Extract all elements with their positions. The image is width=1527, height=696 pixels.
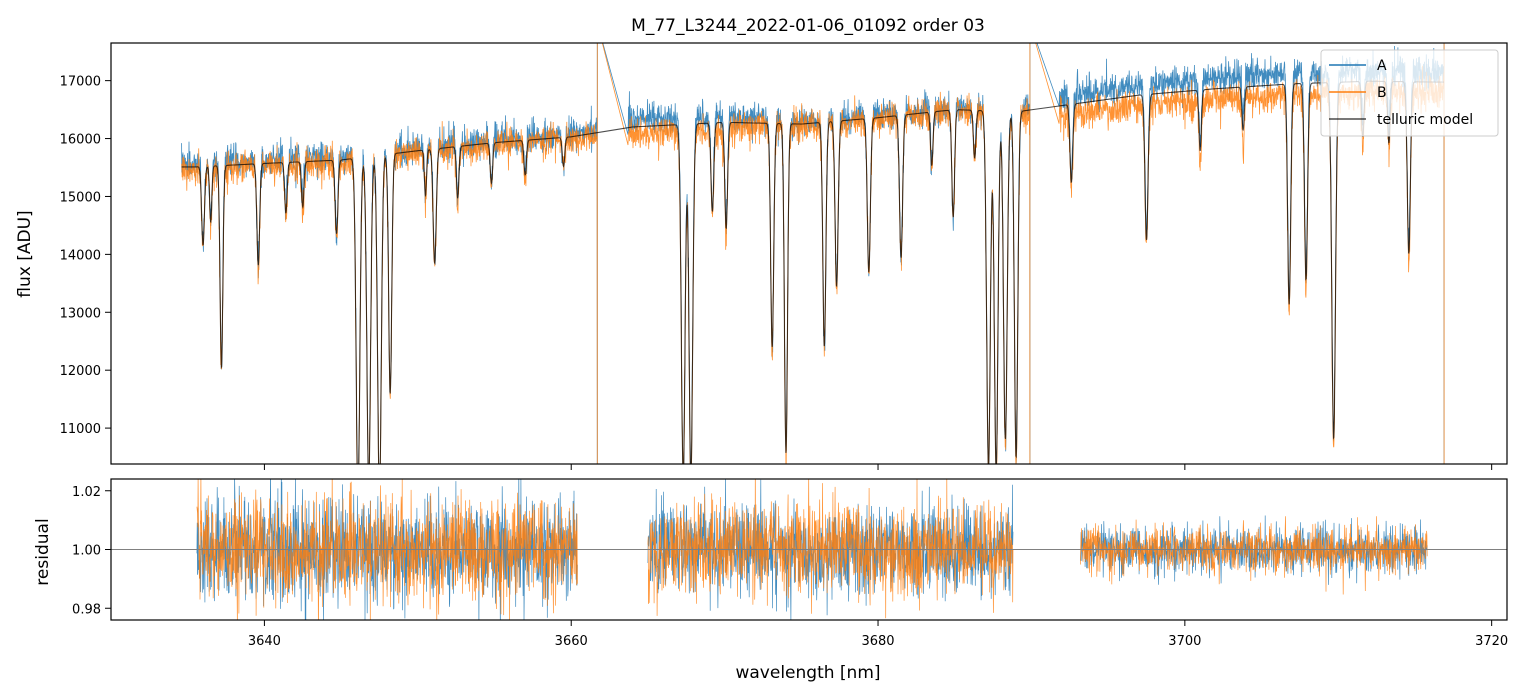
flux-y-tick-label: 11000	[60, 422, 101, 437]
flux-panel: 11000 12000 13000 14000 15000 16000 17000 flux…	[15, 42, 1508, 470]
chart-title: M_77_L3244_2022-01-06_01092 order 03	[631, 16, 985, 36]
legend-A-label: A	[1377, 58, 1387, 74]
residual-B-segment	[196, 479, 578, 620]
flux-y-tick-label: 12000	[60, 364, 101, 379]
residual-x-ticks: 3640 3660 3680 3700 3720	[248, 620, 1508, 649]
legend-B-label: B	[1377, 85, 1387, 101]
residual-y-tick-label: 1.00	[72, 544, 101, 559]
legend-frame	[1320, 49, 1499, 137]
flux-y-tick-label: 16000	[60, 133, 101, 148]
x-tick-label: 3700	[1168, 634, 1201, 649]
residual-y-label: residual	[33, 518, 53, 585]
residual-y-tick-label: 0.98	[72, 602, 101, 617]
flux-y-tick-label: 13000	[60, 306, 101, 321]
legend: A B telluric model	[1320, 49, 1499, 137]
x-tick-label: 3660	[555, 634, 588, 649]
flux-y-label: flux [ADU]	[15, 210, 35, 297]
telluric-model-line	[181, 80, 1444, 464]
flux-y-tick-label: 17000	[60, 75, 101, 90]
flux-y-ticks: 11000 12000 13000 14000 15000 16000 17000	[60, 75, 111, 437]
residual-y-ticks: 0.98 1.00 1.02	[72, 485, 111, 617]
residual-B-segment	[647, 479, 1014, 619]
x-tick-label: 3680	[861, 634, 894, 649]
residual-y-tick-label: 1.02	[72, 485, 101, 500]
flux-plot-area	[111, 43, 1507, 464]
x-tick-label: 3640	[248, 634, 281, 649]
residual-panel: 0.98 1.00 1.02 3640 3660 3680 3700 3720 residu…	[33, 478, 1508, 683]
x-axis-label: wavelength [nm]	[735, 663, 880, 683]
flux-plot-frame	[110, 42, 1508, 465]
flux-x-ticks	[263, 464, 1493, 470]
flux-y-tick-label: 14000	[60, 248, 101, 263]
x-tick-label: 3720	[1475, 634, 1508, 649]
legend-model-label: telluric model	[1377, 112, 1473, 128]
residual-B-segment	[1080, 516, 1428, 595]
flux-y-tick-label: 15000	[60, 190, 101, 205]
